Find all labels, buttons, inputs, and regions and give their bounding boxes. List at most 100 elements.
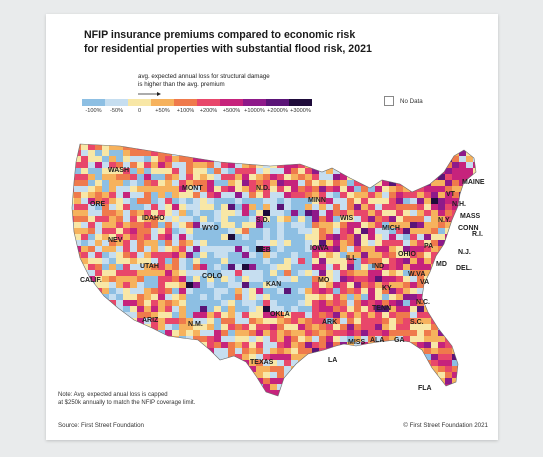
state-label: GA [394, 337, 405, 344]
county-cell [144, 174, 152, 181]
county-cell [137, 354, 145, 361]
county-cell [473, 264, 476, 271]
county-cell [165, 240, 173, 247]
county-cell [284, 264, 292, 271]
county-cell [277, 330, 285, 337]
county-cell [473, 324, 476, 331]
county-cell [137, 372, 145, 379]
county-cell [165, 330, 173, 337]
county-cell [200, 180, 208, 187]
county-cell [340, 234, 348, 241]
county-cell [403, 222, 411, 229]
county-cell [123, 180, 131, 187]
county-cell [207, 204, 215, 211]
county-cell [494, 228, 500, 234]
county-cell [431, 228, 439, 235]
county-cell [305, 366, 313, 373]
county-cell [445, 318, 453, 325]
county-cell [74, 198, 82, 205]
county-cell [340, 372, 348, 379]
county-cell [480, 192, 487, 198]
county-cell [368, 384, 376, 391]
county-cell [340, 408, 347, 414]
county-cell [459, 378, 467, 385]
county-cell [151, 156, 159, 163]
county-cell [284, 354, 292, 361]
state-label: FLA [418, 385, 432, 392]
county-cell [249, 222, 257, 229]
county-cell [284, 192, 292, 199]
county-cell [487, 396, 494, 402]
county-cell [74, 288, 82, 295]
county-cell [389, 156, 397, 163]
county-cell [389, 168, 397, 175]
county-cell [88, 366, 96, 373]
county-cell [172, 342, 180, 349]
county-cell [452, 240, 460, 247]
county-cell [354, 162, 362, 169]
county-cell [81, 312, 89, 319]
county-cell [466, 354, 474, 361]
county-cell [291, 192, 299, 199]
county-cell [256, 276, 264, 283]
county-cell [410, 282, 418, 289]
county-cell [424, 264, 432, 271]
county-cell [445, 156, 453, 163]
county-cell [305, 402, 312, 408]
county-cell [165, 198, 173, 205]
county-cell [312, 402, 319, 408]
county-cell [263, 336, 271, 343]
county-cell [417, 186, 425, 193]
county-cell [109, 198, 117, 205]
county-cell [354, 378, 362, 385]
county-cell [221, 282, 229, 289]
county-cell [312, 174, 320, 181]
county-cell [242, 306, 250, 313]
county-cell [333, 216, 341, 223]
county-cell [88, 378, 96, 385]
county-cell [389, 300, 397, 307]
county-cell [95, 216, 103, 223]
county-cell [473, 258, 476, 265]
county-cell [256, 294, 264, 301]
county-cell [417, 132, 424, 138]
county-cell [179, 330, 187, 337]
county-cell [60, 222, 67, 228]
county-cell [270, 174, 278, 181]
county-cell [102, 330, 110, 337]
county-cell [319, 408, 326, 414]
county-cell [130, 198, 138, 205]
county-cell [263, 258, 271, 265]
county-cell [410, 324, 418, 331]
county-cell [326, 198, 334, 205]
county-cell [466, 390, 474, 396]
county-cell [319, 186, 327, 193]
county-cell [424, 210, 432, 217]
county-cell [368, 366, 376, 373]
county-cell [333, 258, 341, 265]
county-cell [256, 360, 264, 367]
county-cell [305, 354, 313, 361]
county-cell [207, 378, 215, 385]
county-cell [270, 282, 278, 289]
county-cell [207, 366, 215, 373]
county-cell [480, 366, 487, 372]
county-cell [263, 372, 271, 379]
county-cell [396, 378, 404, 385]
county-cell [102, 378, 110, 385]
county-cell [95, 222, 103, 229]
legend-note: avg. expected annual loss for structural… [138, 73, 270, 88]
county-cell [375, 402, 382, 408]
county-cell [67, 132, 74, 138]
county-cell [340, 144, 348, 151]
county-cell [389, 282, 397, 289]
county-cell [445, 168, 453, 175]
county-cell [431, 156, 439, 163]
county-cell [452, 294, 460, 301]
county-cell [494, 192, 500, 198]
county-cell [410, 150, 418, 157]
county-cell [375, 228, 383, 235]
county-cell [389, 336, 397, 343]
county-cell [305, 174, 313, 181]
county-cell [424, 174, 432, 181]
